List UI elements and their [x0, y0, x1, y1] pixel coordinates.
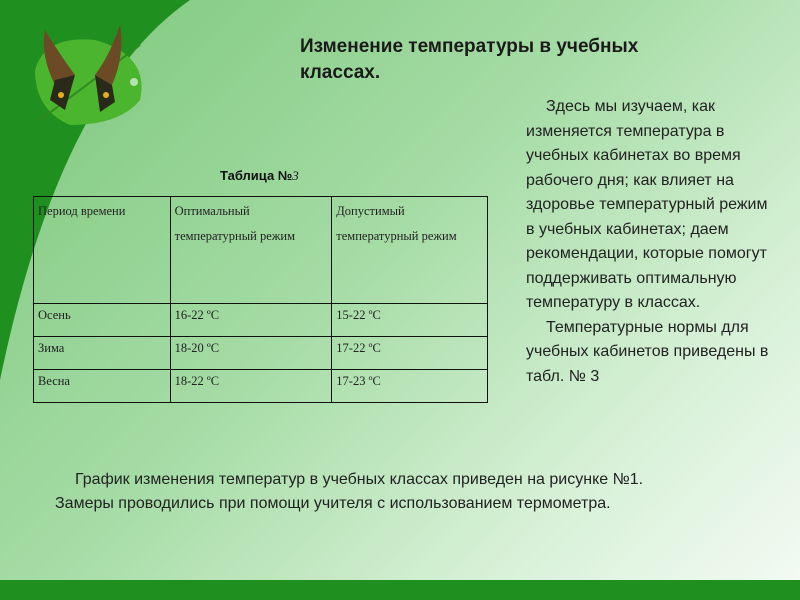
- table-cell: Весна: [33, 369, 171, 403]
- paragraph: Здесь мы изучаем, как изменяется темпера…: [526, 98, 768, 311]
- table-cell: 17-22 ºC: [331, 336, 488, 370]
- table-caption-label: Таблица №: [220, 168, 293, 183]
- bottom-text: График изменения температур в учебных кл…: [55, 468, 695, 516]
- table-header-cell: Оптимальный температурный режим: [169, 196, 333, 304]
- table-cell: 18-20 ºC: [169, 336, 333, 370]
- table-row: Осень 16-22 ºC 15-22 ºC: [33, 303, 488, 337]
- slide-title: Изменение температуры в учебных классах.: [300, 36, 639, 83]
- table-header-row: Период времени Оптимальный температурный…: [33, 196, 488, 304]
- bottom-bar: [0, 580, 800, 600]
- table-caption-number: 3: [292, 168, 299, 183]
- table-row: Весна 18-22 ºC 17-23 ºC: [33, 369, 488, 403]
- paragraph: График изменения температур в учебных кл…: [55, 471, 644, 512]
- table-cell: 15-22 ºC: [331, 303, 488, 337]
- table-header-cell: Допустимый температурный режим: [331, 196, 488, 304]
- description-text: Здесь мы изучаем, как изменяется темпера…: [526, 95, 776, 389]
- paragraph: Температурные нормы для учебных кабинето…: [526, 318, 769, 385]
- table-caption: Таблица №3: [220, 168, 299, 184]
- butterfly-leaf-icon: [35, 25, 142, 125]
- table-cell: Осень: [33, 303, 171, 337]
- table-header-cell: Период времени: [33, 196, 171, 304]
- table-cell: Зима: [33, 336, 171, 370]
- table-cell: 17-23 ºC: [331, 369, 488, 403]
- table-row: Зима 18-20 ºC 17-22 ºC: [33, 336, 488, 370]
- table-cell: 16-22 ºC: [169, 303, 333, 337]
- temperature-table: Период времени Оптимальный температурный…: [33, 196, 488, 403]
- table-cell: 18-22 ºC: [169, 369, 333, 403]
